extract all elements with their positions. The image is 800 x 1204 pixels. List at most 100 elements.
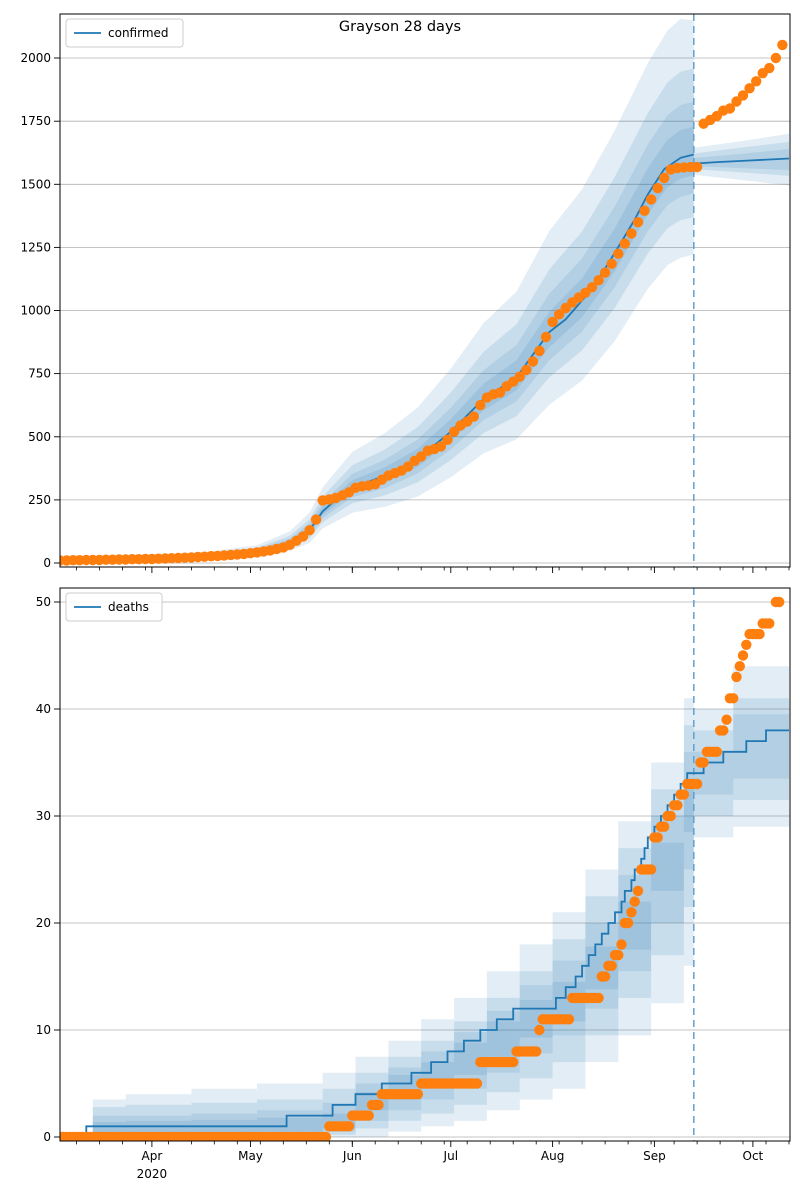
observed-dot (711, 746, 722, 757)
observed-dot (754, 628, 765, 640)
observed-dot (435, 441, 447, 452)
observed-dot (751, 76, 762, 87)
observed-dot (632, 885, 644, 897)
x-tick-label: Oct (743, 1149, 764, 1163)
observed-dot (593, 992, 604, 1004)
observed-dots (60, 39, 788, 566)
observed-dot (659, 821, 670, 832)
observed-dot (741, 639, 752, 650)
observed-dot (343, 1121, 355, 1132)
observed-dot (744, 83, 755, 94)
observed-dot (468, 411, 479, 422)
observed-dot (527, 356, 539, 367)
observed-dot (412, 1089, 424, 1100)
observed-dot (540, 331, 552, 343)
observed-dot (508, 1056, 519, 1068)
observed-dot (632, 217, 644, 228)
y-tick-label: 1250 (20, 240, 51, 254)
observed-dot (494, 387, 506, 398)
y-tick-label: 50 (36, 595, 51, 609)
observed-dot (728, 693, 739, 704)
observed-dot (691, 161, 703, 173)
observed-dot (626, 907, 637, 918)
y-tick-label: 1750 (20, 114, 51, 128)
top-plot-border (59, 13, 791, 568)
y-tick-label: 2000 (20, 51, 51, 65)
confidence-band (60, 68, 694, 562)
top-legend-label: confirmed (108, 26, 169, 40)
bottom-gridlines (60, 601, 790, 1138)
observed-dot (731, 96, 742, 107)
forecast-line (693, 157, 790, 165)
top-gridlines (60, 57, 790, 564)
bottom-legend: deaths (65, 592, 163, 622)
observed-dot (678, 789, 690, 800)
observed-dot (645, 864, 657, 875)
observed-dot (606, 960, 617, 971)
confidence-band (60, 18, 694, 562)
observed-dot (599, 971, 611, 982)
y-tick-label: 500 (28, 430, 51, 444)
observed-dot (616, 939, 627, 950)
observed-dot (297, 531, 309, 542)
model-line (60, 772, 694, 1138)
x-tick-label: Apr (142, 1149, 163, 1163)
forecast-band (693, 133, 789, 186)
y-tick-label: 1500 (20, 177, 51, 191)
x-tick-label: Jul (443, 1149, 458, 1163)
observed-dot (531, 1046, 542, 1057)
bottom-legend-box (65, 592, 163, 622)
observed-dot (764, 62, 775, 74)
observed-dot (652, 832, 663, 843)
observed-dot (471, 1078, 483, 1089)
observed-dot (514, 371, 525, 382)
chart-confirmed: 0 250 500 750 1000 1250 1500 1750 2000 Grayson 2… (20, 13, 791, 573)
confidence-band (60, 126, 694, 561)
observed-dot (613, 949, 624, 961)
observed-dot (629, 896, 640, 907)
forecast-band (693, 660, 789, 816)
y-tick-label: 20 (36, 916, 51, 930)
observed-dot (721, 714, 732, 725)
observed-dot (599, 267, 611, 278)
top-legend-box (65, 18, 184, 48)
observed-dot (363, 1110, 374, 1121)
y-tick-label: 10 (36, 1023, 51, 1037)
y-tick-label: 30 (36, 809, 51, 823)
forecast-band (693, 141, 789, 176)
forecast-band (693, 693, 789, 795)
observed-dot (645, 194, 657, 205)
observed-dot (553, 309, 565, 320)
observed-dot (320, 1131, 332, 1141)
top-axes: 0 250 500 750 1000 1250 1500 1750 2000 (20, 51, 790, 573)
observed-dot (777, 39, 788, 51)
bottom-axes: 0 10 20 30 40 50 (36, 595, 790, 1147)
observed-dot (586, 282, 598, 293)
observed-dot (534, 1024, 545, 1036)
chart-title: Grayson 28 days (339, 19, 461, 35)
observed-dot (734, 661, 745, 672)
y-tick-label: 1000 (20, 304, 51, 318)
observed-dot (442, 434, 453, 445)
observed-dots (60, 596, 785, 1141)
observed-dot (475, 400, 486, 411)
observed-dot (698, 757, 709, 768)
observed-dot (737, 650, 749, 661)
y-tick-label: 0 (43, 556, 51, 570)
observed-dot (639, 205, 650, 216)
bottom-plot-border (59, 587, 791, 1142)
observed-dot (737, 90, 749, 101)
year-label: 2020 (137, 1167, 168, 1181)
observed-dot (310, 514, 322, 525)
observed-dot (606, 258, 617, 269)
observed-dot (563, 1014, 575, 1025)
observed-dot (622, 917, 634, 929)
y-tick-label: 750 (28, 367, 51, 381)
observed-dot (731, 671, 742, 683)
y-tick-label: 40 (36, 702, 51, 716)
confidence-band (60, 101, 694, 561)
x-tick-label: Jun (342, 1149, 362, 1163)
observed-dot (665, 810, 676, 822)
